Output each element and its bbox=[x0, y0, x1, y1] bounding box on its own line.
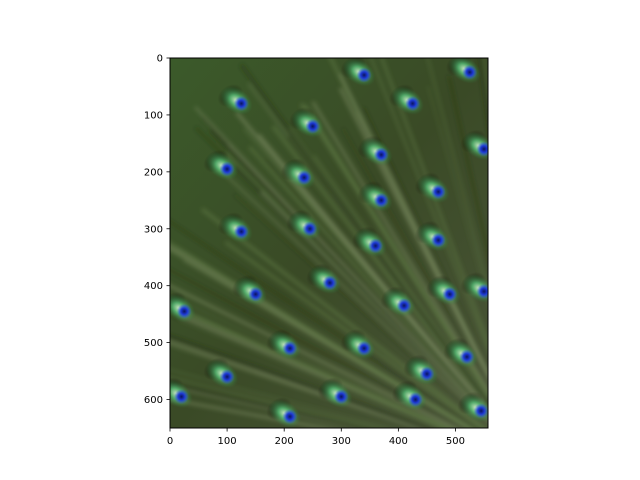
eyespot bbox=[356, 340, 372, 356]
eyespot bbox=[373, 147, 389, 163]
eyespot bbox=[419, 366, 435, 382]
eyespot bbox=[282, 340, 298, 356]
eyespot bbox=[333, 389, 349, 405]
feather-streak bbox=[170, 341, 423, 428]
x-tick-label: 200 bbox=[275, 436, 294, 447]
eyespot bbox=[407, 392, 423, 408]
feather-eyespots bbox=[173, 64, 488, 425]
feather-streak bbox=[520, 49, 535, 468]
y-tick-label: 100 bbox=[144, 110, 163, 121]
y-tick-label: 500 bbox=[144, 338, 163, 349]
eyespot bbox=[219, 161, 235, 177]
eyespot bbox=[219, 369, 235, 385]
feather-streak bbox=[224, 240, 484, 428]
eyespot bbox=[322, 275, 338, 291]
feather-streak bbox=[523, 15, 535, 468]
eyespot bbox=[302, 221, 318, 237]
y-tick-label: 200 bbox=[144, 167, 163, 178]
feather-streak bbox=[477, 58, 488, 133]
eyespot bbox=[442, 286, 458, 302]
feather-streak bbox=[170, 220, 479, 428]
feather-streak bbox=[426, 58, 488, 291]
y-tick-label: 600 bbox=[144, 395, 163, 406]
feather-streak bbox=[170, 397, 332, 428]
y-tick-label: 400 bbox=[144, 281, 163, 292]
eyespot bbox=[173, 389, 189, 405]
eyespot bbox=[459, 349, 475, 365]
eyespot bbox=[305, 118, 321, 134]
eyespot bbox=[176, 303, 192, 319]
axes-frame bbox=[169, 57, 489, 429]
feather-streak bbox=[170, 340, 423, 428]
feather-streak bbox=[239, 63, 488, 406]
x-tick-label: 300 bbox=[332, 436, 351, 447]
x-tick-label: 0 bbox=[167, 436, 173, 447]
feather-streak bbox=[170, 284, 459, 428]
eyespot bbox=[473, 403, 488, 419]
peacock-feather-image bbox=[170, 0, 535, 468]
feather-streak bbox=[180, 319, 442, 428]
y-tick-label: 300 bbox=[144, 224, 163, 235]
feather-streak bbox=[179, 313, 448, 428]
feather-streak bbox=[380, 58, 488, 346]
eyespot bbox=[476, 141, 488, 157]
eyespot bbox=[476, 283, 488, 299]
eyespot bbox=[368, 238, 384, 254]
x-tick-label: 400 bbox=[389, 436, 408, 447]
eyespot bbox=[356, 67, 372, 83]
feather-streak bbox=[522, 26, 535, 468]
eyespot bbox=[405, 96, 421, 112]
eyespot bbox=[430, 184, 446, 200]
feather-streak bbox=[170, 376, 379, 428]
feather-streak bbox=[311, 101, 488, 393]
feather-streak bbox=[170, 295, 453, 428]
eyespot bbox=[396, 298, 412, 314]
eyespot bbox=[248, 286, 264, 302]
eyespot bbox=[430, 232, 446, 248]
x-axis: 0 100 200 300 400 500 bbox=[167, 428, 465, 447]
feather-streak bbox=[498, 0, 535, 468]
eyespot bbox=[233, 96, 249, 112]
feather-streak bbox=[313, 154, 488, 403]
eyespot bbox=[233, 224, 249, 240]
feather-streak bbox=[170, 269, 464, 428]
feather-streak bbox=[369, 58, 488, 353]
feather-streak bbox=[170, 334, 431, 428]
feather-streak bbox=[496, 15, 535, 468]
feather-streak bbox=[233, 194, 488, 426]
x-tick-label: 500 bbox=[446, 436, 465, 447]
eyespot bbox=[373, 192, 389, 208]
eyespot bbox=[462, 64, 478, 80]
eyespot bbox=[282, 409, 298, 425]
y-tick-label: 0 bbox=[157, 54, 163, 65]
feather-streak bbox=[299, 102, 488, 398]
feather-streak bbox=[170, 313, 443, 428]
y-axis: 0 100 200 300 400 500 600 bbox=[144, 54, 170, 406]
eyespot bbox=[296, 170, 312, 186]
feather-streak bbox=[170, 369, 390, 428]
feather-streak bbox=[170, 382, 371, 428]
x-tick-label: 100 bbox=[218, 436, 237, 447]
